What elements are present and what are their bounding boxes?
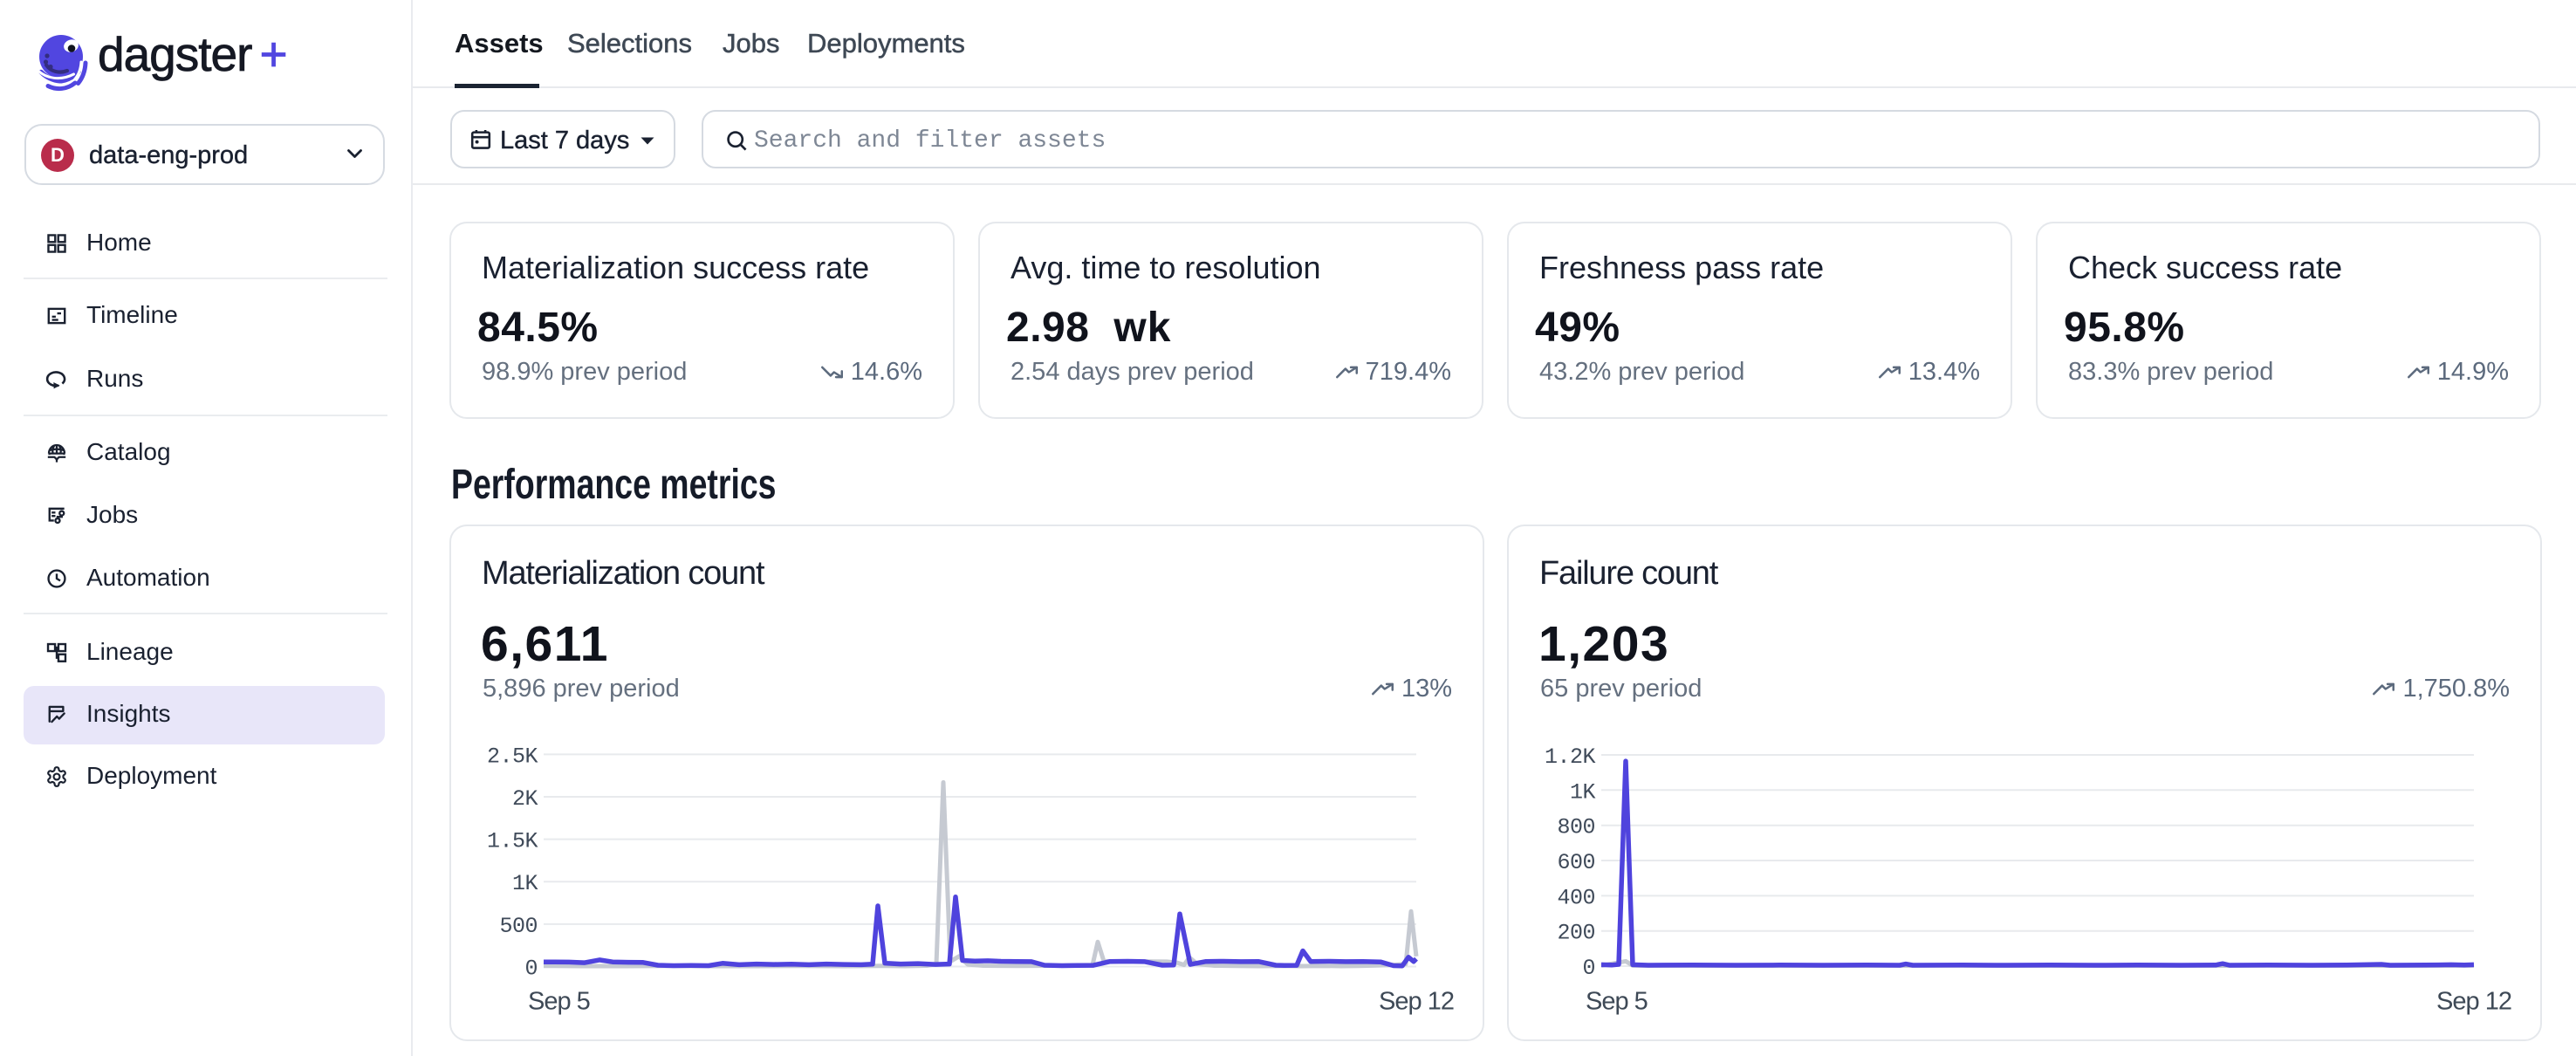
svg-text:200: 200 (1557, 921, 1595, 946)
svg-text:0: 0 (524, 957, 538, 982)
svg-text:2.5K: 2.5K (487, 744, 538, 769)
svg-text:400: 400 (1557, 885, 1595, 910)
svg-text:Sep 5: Sep 5 (528, 988, 590, 1016)
svg-text:Sep 12: Sep 12 (2436, 988, 2511, 1016)
svg-text:500: 500 (499, 914, 538, 939)
svg-text:Sep 12: Sep 12 (1379, 988, 1454, 1016)
svg-text:1K: 1K (1570, 779, 1596, 805)
svg-text:600: 600 (1557, 850, 1595, 875)
svg-text:2K: 2K (512, 786, 538, 812)
svg-text:800: 800 (1557, 815, 1595, 840)
svg-text:1.5K: 1.5K (487, 829, 538, 854)
svg-text:1K: 1K (512, 871, 538, 896)
svg-text:0: 0 (1582, 956, 1595, 981)
svg-text:Sep 5: Sep 5 (1586, 988, 1648, 1016)
svg-text:1.2K: 1.2K (1545, 744, 1596, 770)
